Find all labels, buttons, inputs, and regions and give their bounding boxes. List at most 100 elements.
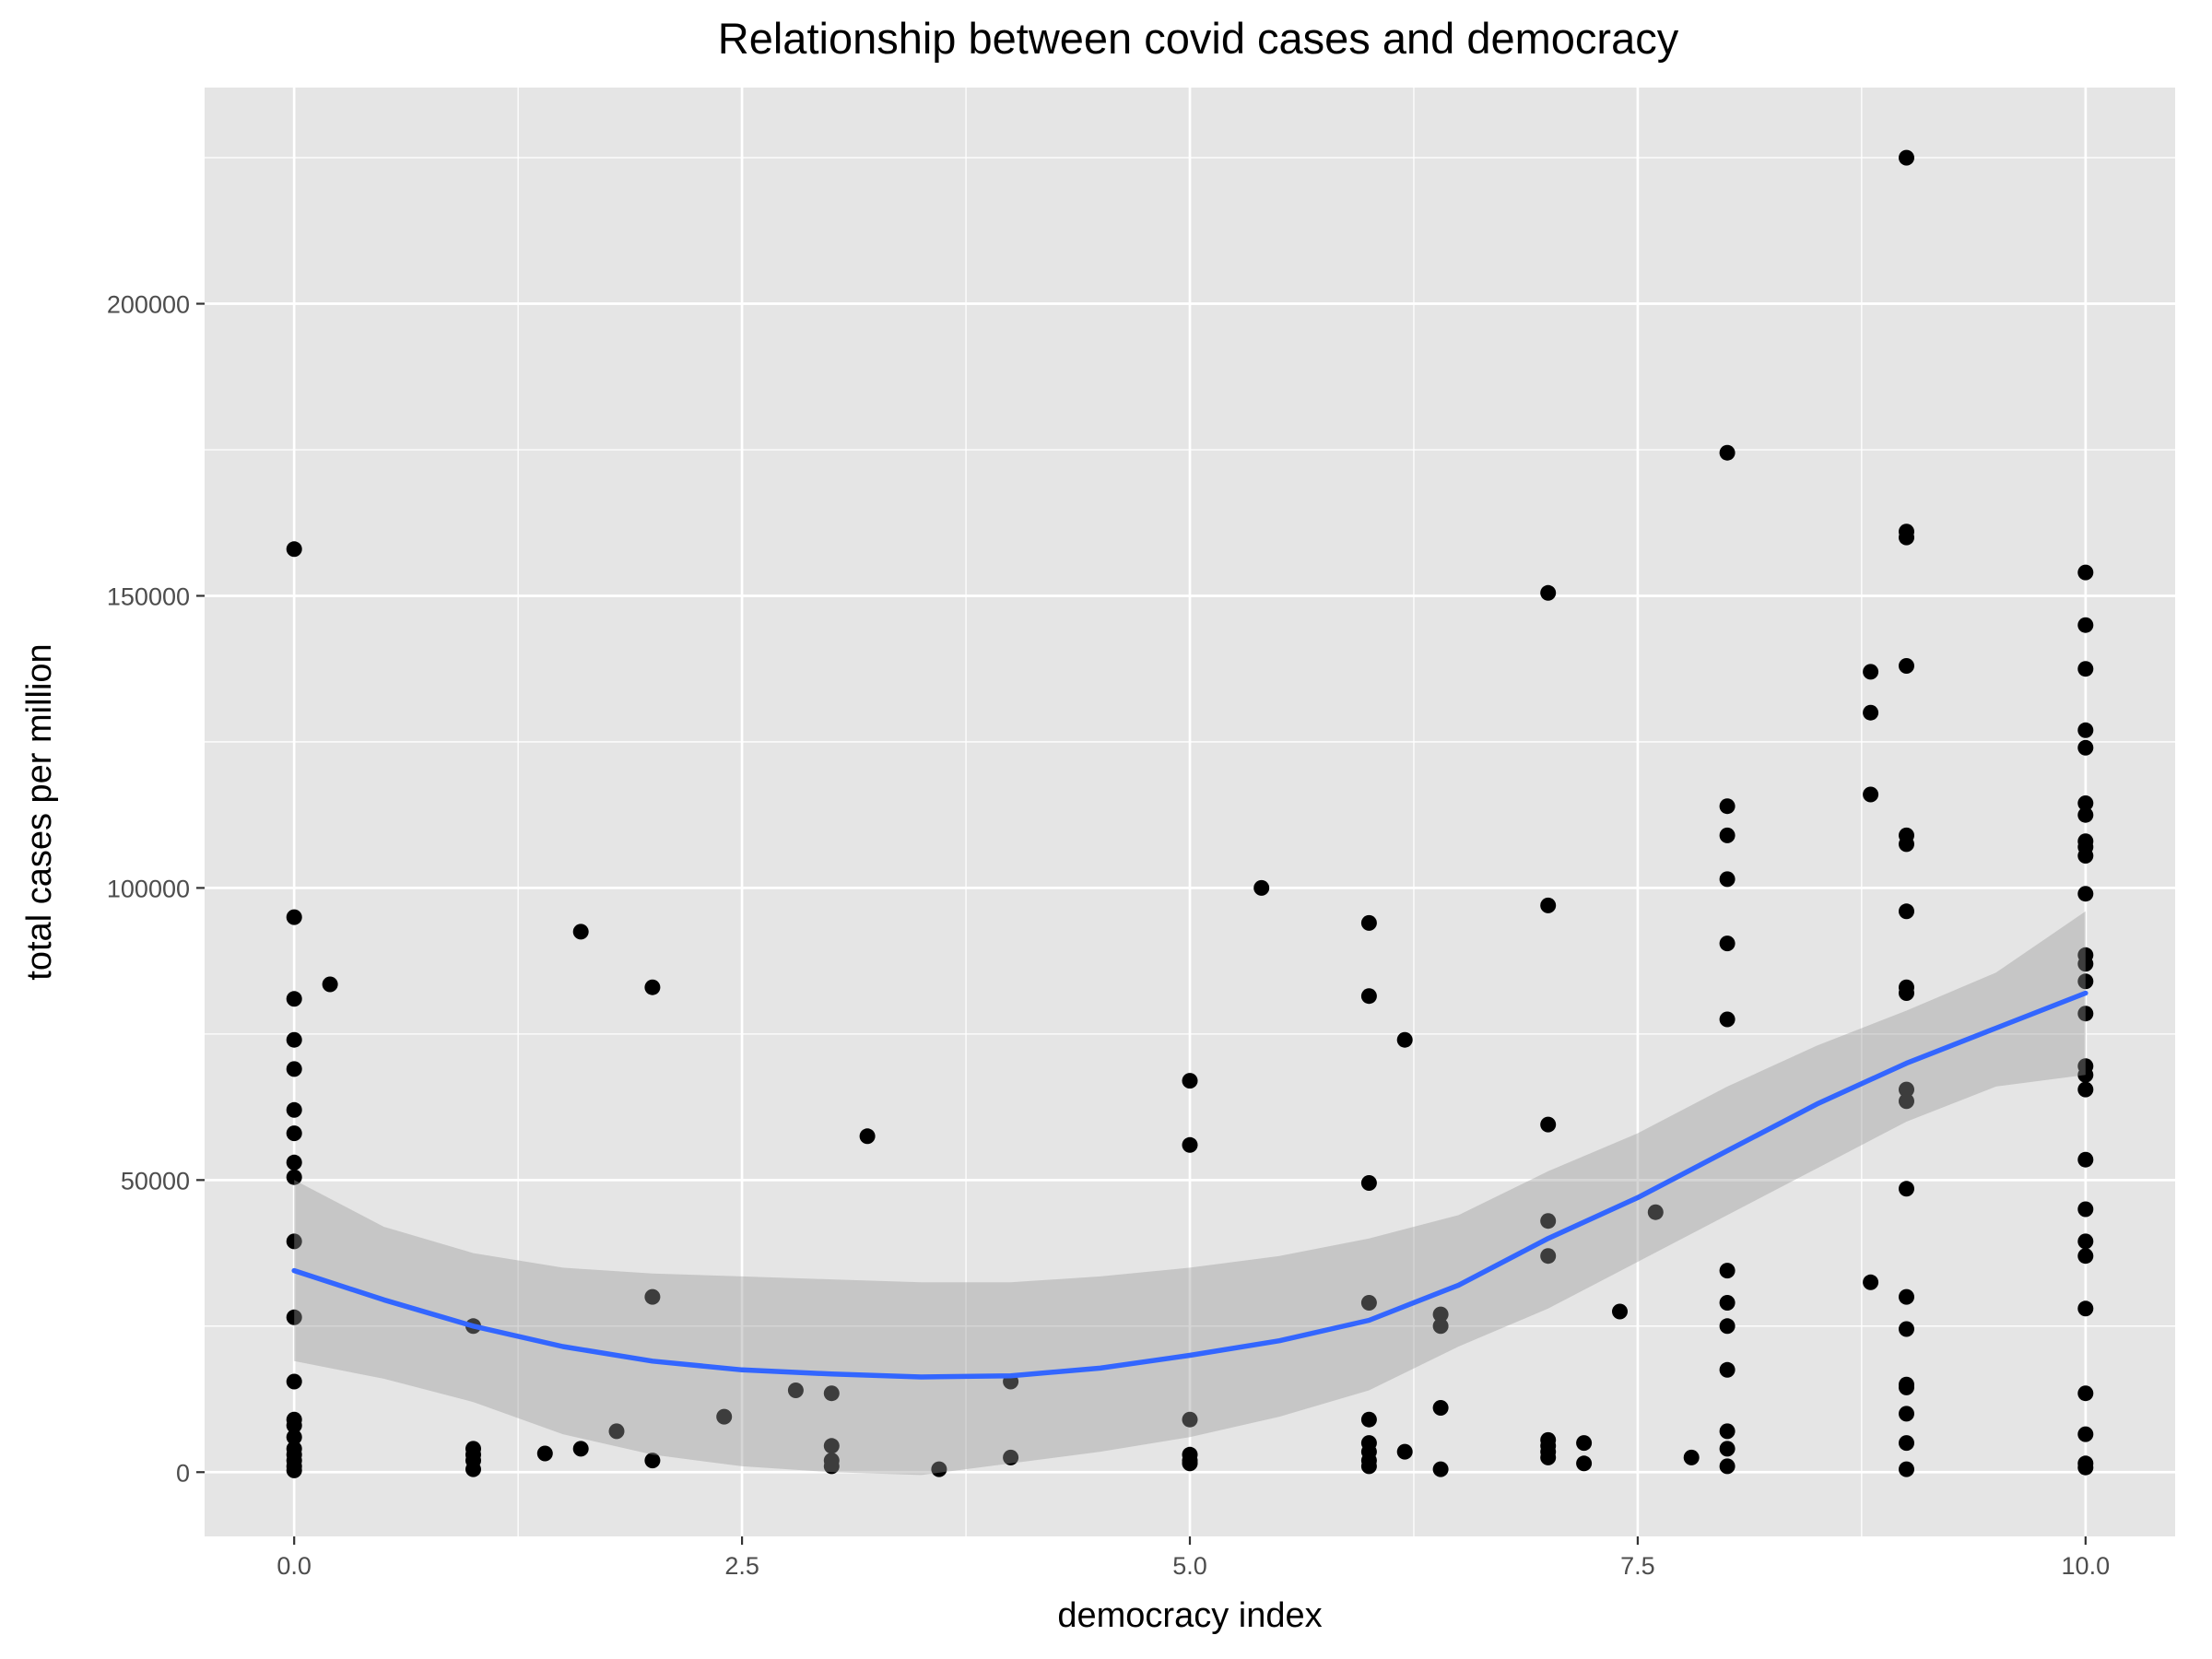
data-point xyxy=(644,1453,661,1469)
data-point xyxy=(2077,617,2094,633)
data-point xyxy=(1719,1263,1735,1279)
data-point xyxy=(1540,1116,1557,1133)
data-point xyxy=(1899,1093,1914,1110)
smooth-line xyxy=(291,990,2088,1380)
data-point xyxy=(286,1418,302,1434)
data-point xyxy=(1360,1295,1377,1311)
data-point xyxy=(1863,704,1879,721)
data-point xyxy=(286,991,302,1007)
data-point xyxy=(1899,985,1914,1001)
data-point xyxy=(536,1445,553,1462)
data-point xyxy=(1719,1441,1735,1457)
data-point xyxy=(931,1461,947,1477)
data-point xyxy=(1360,1458,1377,1475)
data-point xyxy=(1863,1274,1879,1290)
data-point xyxy=(2077,739,2094,756)
smooth-curve xyxy=(291,990,2088,1380)
x-tick-label: 7.5 xyxy=(1620,1552,1655,1580)
data-point xyxy=(1719,1295,1735,1311)
data-point xyxy=(2077,886,2094,902)
data-point xyxy=(1899,1461,1914,1477)
data-point xyxy=(465,1461,481,1477)
data-point xyxy=(1899,836,1914,853)
data-point xyxy=(1899,1406,1914,1422)
data-point xyxy=(286,1169,302,1185)
data-point xyxy=(572,1441,589,1457)
x-tick-label: 5.0 xyxy=(1172,1552,1207,1580)
data-point xyxy=(286,1462,302,1478)
data-point xyxy=(1360,1411,1377,1428)
data-point xyxy=(1182,1455,1198,1472)
y-tick-label: 0 xyxy=(176,1459,190,1487)
data-point xyxy=(1182,1073,1198,1089)
chart-title: Relationship between covid cases and dem… xyxy=(718,14,1679,63)
data-point xyxy=(1360,1175,1377,1191)
data-point xyxy=(1612,1303,1628,1320)
data-point xyxy=(1899,1288,1914,1305)
data-point xyxy=(2077,722,2094,738)
data-point xyxy=(286,1061,302,1077)
data-point xyxy=(1360,914,1377,931)
y-axis-label: total cases per million xyxy=(20,643,59,980)
data-point xyxy=(1576,1435,1593,1452)
data-point xyxy=(1432,1400,1449,1416)
data-point xyxy=(2077,564,2094,581)
data-point xyxy=(1899,1081,1914,1098)
data-point xyxy=(286,1429,302,1445)
data-point xyxy=(823,1438,840,1454)
data-point xyxy=(1719,1458,1735,1475)
data-point xyxy=(1253,879,1270,896)
data-point xyxy=(2077,848,2094,864)
x-axis-label: democracy index xyxy=(1057,1596,1322,1635)
data-point xyxy=(2077,1300,2094,1317)
data-point xyxy=(286,1233,302,1250)
data-point xyxy=(1719,798,1735,815)
data-point xyxy=(1863,786,1879,803)
data-point xyxy=(2077,1066,2094,1083)
data-point xyxy=(2077,661,2094,677)
data-point xyxy=(1647,1204,1664,1220)
data-point xyxy=(823,1385,840,1402)
data-point xyxy=(644,979,661,995)
data-point xyxy=(1863,664,1879,680)
data-point xyxy=(1719,935,1735,952)
data-point xyxy=(823,1458,840,1475)
data-point xyxy=(1540,1213,1557,1230)
data-point xyxy=(1719,827,1735,843)
data-point xyxy=(1432,1306,1449,1323)
data-point xyxy=(2077,1459,2094,1476)
y-tick-label: 100000 xyxy=(107,875,190,902)
data-point xyxy=(572,924,589,940)
data-point xyxy=(1576,1455,1593,1472)
data-point xyxy=(2077,795,2094,811)
scatter-points xyxy=(286,149,2094,1478)
data-point xyxy=(1719,1318,1735,1335)
y-axis-ticks: 0 50000 100000 150000 200000 xyxy=(107,291,205,1487)
confidence-band xyxy=(294,911,2086,1476)
data-point xyxy=(2077,1201,2094,1218)
data-point xyxy=(2077,806,2094,823)
data-point xyxy=(286,541,302,558)
data-point xyxy=(1540,584,1557,601)
data-point xyxy=(716,1408,733,1425)
data-point xyxy=(2077,1006,2094,1022)
data-point xyxy=(2077,1426,2094,1442)
data-point xyxy=(1396,1443,1413,1460)
data-point xyxy=(286,1154,302,1171)
data-point xyxy=(286,1309,302,1325)
data-point xyxy=(1683,1449,1700,1465)
x-tick-label: 2.5 xyxy=(724,1552,759,1580)
data-point xyxy=(2077,1385,2094,1402)
x-tick-label: 10.0 xyxy=(2062,1552,2111,1580)
data-point xyxy=(1899,149,1914,166)
data-point xyxy=(1899,1379,1914,1395)
data-point xyxy=(286,1373,302,1390)
data-point xyxy=(1360,988,1377,1005)
data-point xyxy=(1719,444,1735,461)
data-point xyxy=(1899,1321,1914,1337)
data-point xyxy=(2077,1233,2094,1250)
data-point xyxy=(1432,1318,1449,1335)
data-point xyxy=(2077,1081,2094,1098)
data-point xyxy=(286,1125,302,1142)
data-point xyxy=(608,1423,625,1440)
